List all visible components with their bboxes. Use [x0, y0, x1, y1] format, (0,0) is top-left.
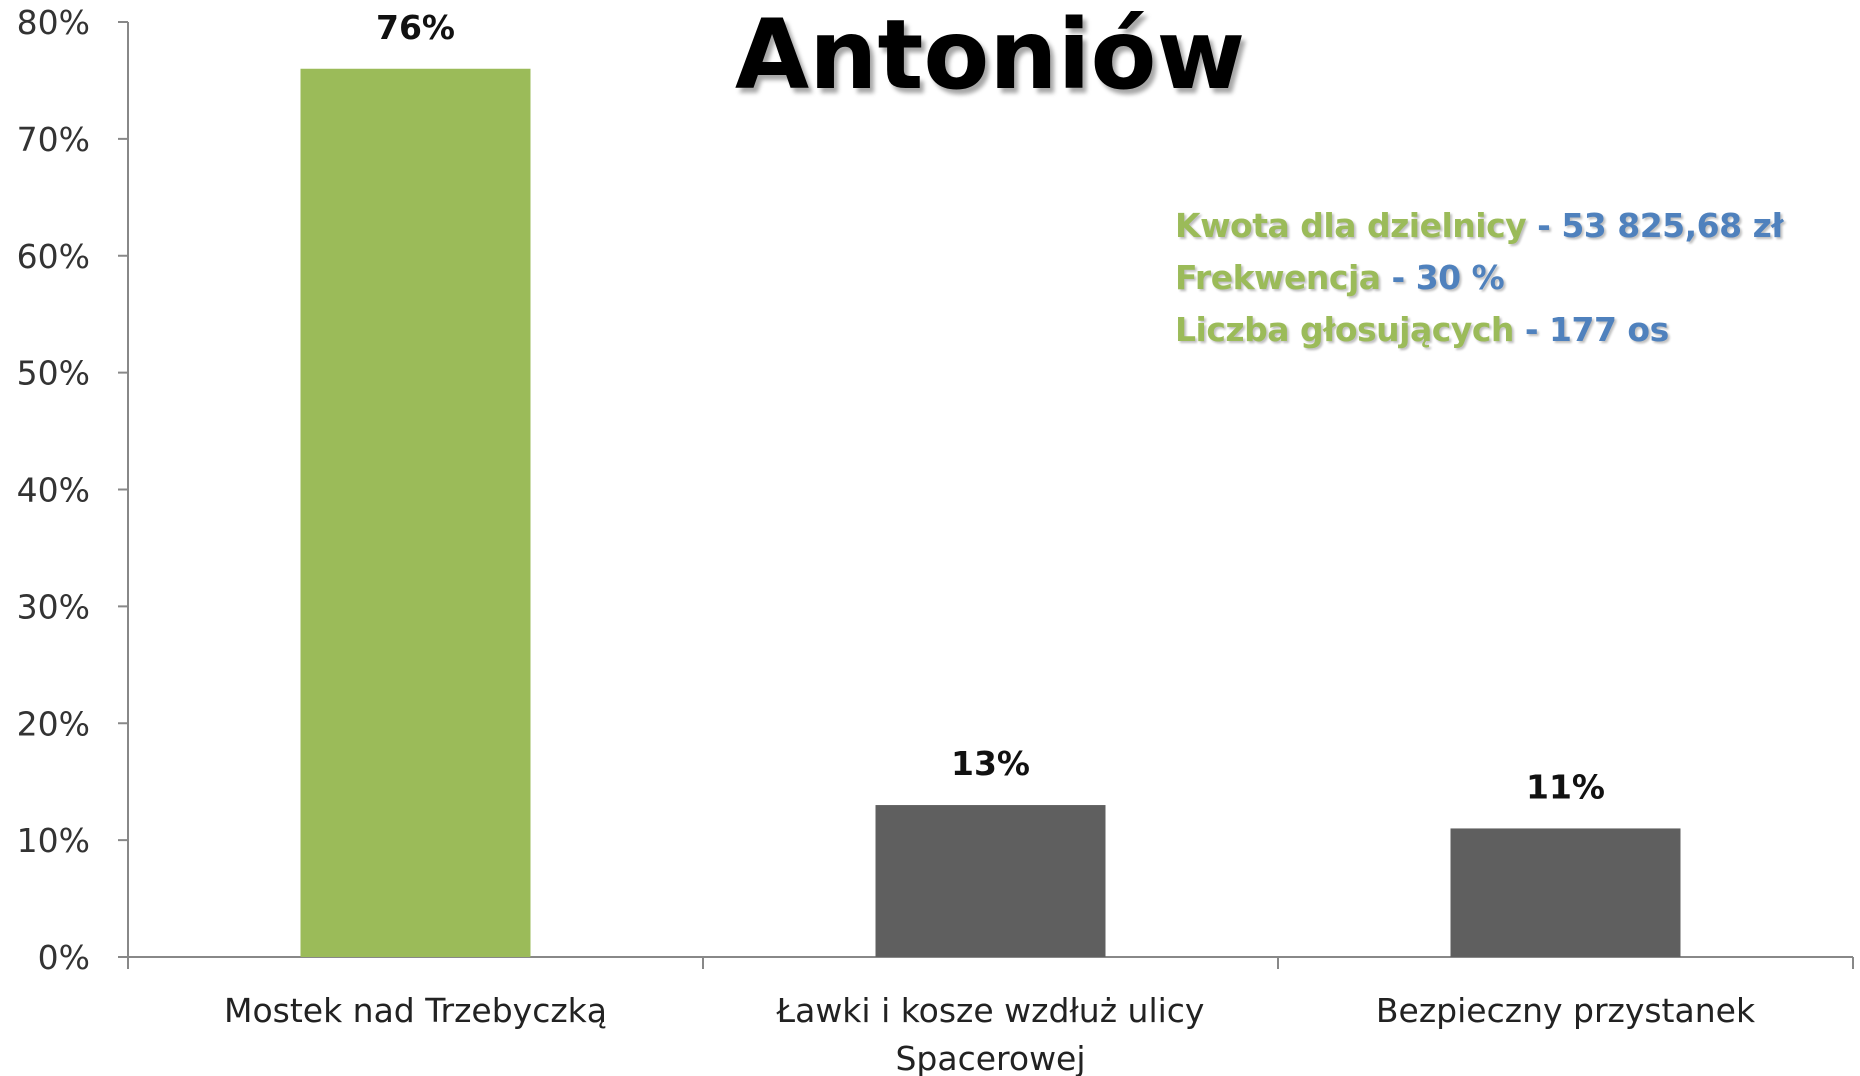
- info-line-voters: Liczba głosujących - 177 os: [1175, 304, 1783, 356]
- bar: [875, 805, 1106, 957]
- y-tick-label: 70%: [17, 120, 90, 159]
- axes: 0% 10% 20% 30% 40% 50% 60% 70% 80%: [17, 3, 1854, 977]
- bars: [300, 68, 1681, 957]
- data-label: 11%: [1526, 767, 1605, 806]
- y-tick-label: 60%: [17, 237, 90, 276]
- info-line-amount: Kwota dla dzielnicy - 53 825,68 zł: [1175, 200, 1784, 252]
- data-label: 13%: [951, 744, 1030, 783]
- info-value-amount: - 53 825,68 zł: [1526, 206, 1784, 245]
- labels: 76% Mostek nad Trzebyczką 13% Ławki i kosze…: [224, 8, 1756, 1076]
- bar: [300, 68, 531, 957]
- info-value-turnout: - 30 %: [1380, 258, 1505, 297]
- y-tick-label: 10%: [17, 821, 90, 860]
- info-label-voters: Liczba głosujących: [1175, 310, 1514, 349]
- y-tick-label: 0%: [38, 938, 90, 977]
- info-line-turnout: Frekwencja - 30 %: [1175, 252, 1783, 304]
- y-tick-label: 80%: [17, 3, 90, 42]
- category-label: Ławki i kosze wzdłuż ulicy: [776, 991, 1205, 1030]
- info-value-voters: - 177 os: [1513, 310, 1669, 349]
- y-tick-label: 40%: [17, 471, 90, 510]
- category-label: Mostek nad Trzebyczką: [224, 991, 607, 1030]
- y-tick-label: 30%: [17, 587, 90, 626]
- y-tick-label: 50%: [17, 354, 90, 393]
- info-box: Kwota dla dzielnicy - 53 825,68 zł Frekw…: [1175, 200, 1784, 356]
- data-label: 76%: [376, 8, 455, 47]
- y-tick-label: 20%: [17, 704, 90, 743]
- info-label-amount: Kwota dla dzielnicy: [1175, 206, 1527, 245]
- info-label-turnout: Frekwencja: [1175, 258, 1381, 297]
- category-label: Bezpieczny przystanek: [1376, 991, 1756, 1030]
- bar: [1450, 828, 1681, 957]
- category-label: Spacerowej: [895, 1039, 1085, 1076]
